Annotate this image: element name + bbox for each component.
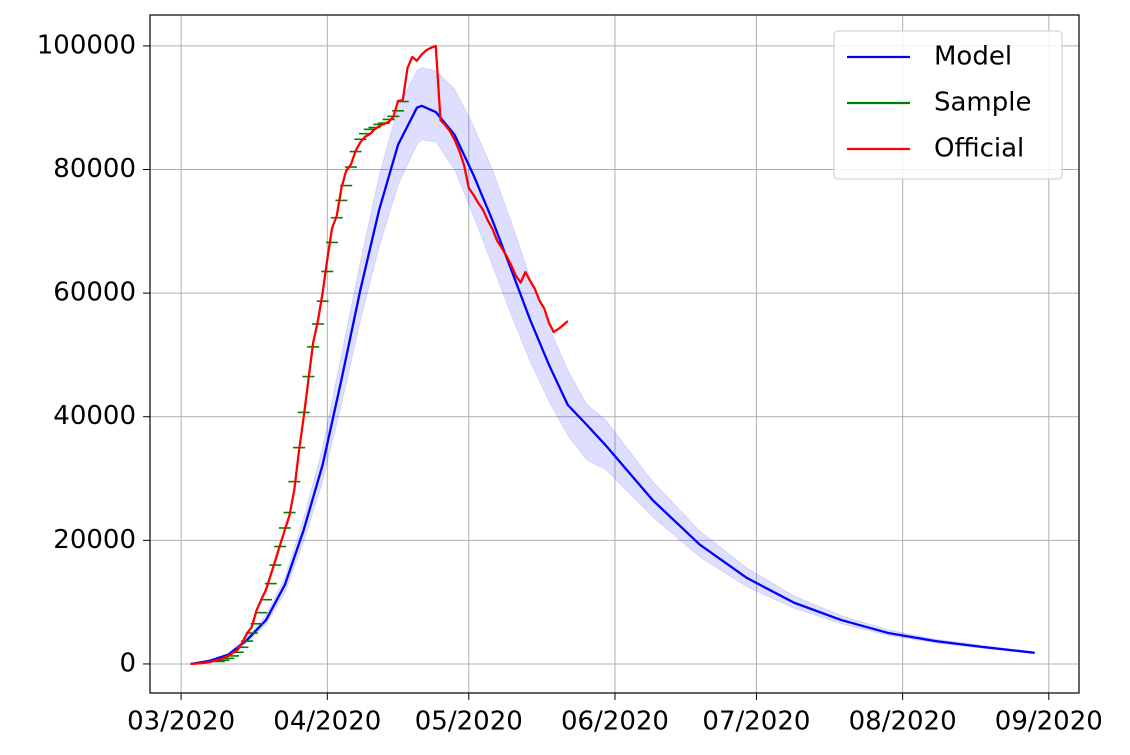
x-tick-label: 05/2020 (415, 707, 523, 737)
x-tick-label: 08/2020 (849, 707, 957, 737)
y-tick-label: 20000 (53, 525, 136, 555)
y-tick-label: 40000 (53, 401, 136, 431)
x-tick-label: 06/2020 (561, 707, 669, 737)
legend-label: Sample (934, 88, 1032, 118)
legend-label: Official (934, 134, 1024, 164)
x-tick-label: 04/2020 (273, 707, 381, 737)
legend: Model Sample Official (833, 30, 1063, 180)
series-line (190, 44, 569, 666)
y-tick-label: 80000 (53, 154, 136, 184)
legend-label: Model (934, 42, 1012, 72)
axes: 0 20000 40000 60000 80000 100000 03/2020 04/202… (37, 30, 1103, 736)
y-tick-label: 0 (119, 648, 136, 678)
y-tick-label: 60000 (53, 278, 136, 308)
x-tick-label: 03/2020 (127, 707, 235, 737)
legend-box (833, 30, 1063, 180)
y-tick-label: 100000 (37, 30, 136, 60)
plot (190, 44, 1036, 666)
x-tick-label: 09/2020 (995, 707, 1103, 737)
series-line (190, 104, 1035, 666)
x-tick-label: 07/2020 (702, 707, 810, 737)
